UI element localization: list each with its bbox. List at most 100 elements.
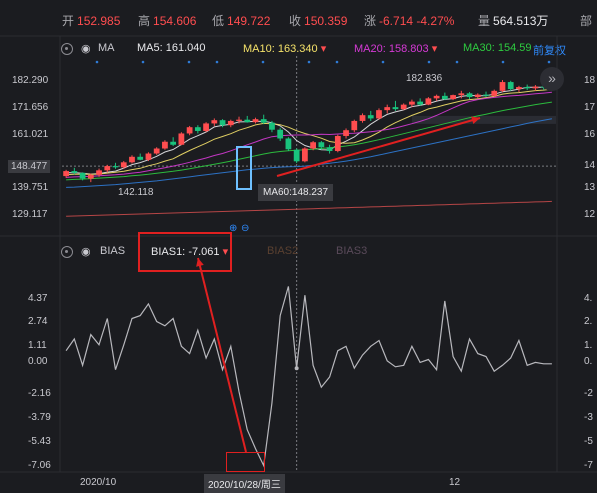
- ma5-legend: MA5: 161.040: [137, 42, 206, 54]
- event-marker: [141, 60, 145, 64]
- open-value: 152.985: [77, 14, 121, 28]
- low-value: 149.722: [227, 14, 271, 28]
- candle-body: [285, 138, 292, 150]
- right-axis-tick-label: -3: [584, 411, 593, 423]
- candle-body: [145, 153, 152, 160]
- zoom-in-icon[interactable]: ⊕: [229, 223, 238, 234]
- candle-body: [458, 93, 465, 96]
- candle-body: [219, 120, 226, 126]
- volume-profile-band: [411, 115, 556, 124]
- candle-body: [178, 133, 185, 145]
- axis-tick-label: -7.06: [28, 459, 51, 471]
- right-axis-tick-label: -7: [584, 459, 593, 471]
- ma10-value: 163.340: [277, 43, 318, 55]
- event-marker: [261, 60, 265, 64]
- adjust-mode-button[interactable]: 前复权: [533, 45, 566, 57]
- volume-quote: 量 564.513万: [478, 12, 548, 29]
- ma10-down-icon: ▾: [320, 43, 327, 55]
- more-tab[interactable]: 部: [580, 12, 595, 29]
- candle-body: [466, 93, 473, 98]
- candle-body: [302, 148, 308, 162]
- bias-settings-gear-icon[interactable]: [61, 246, 73, 258]
- ma5-label: MA5:: [137, 42, 163, 54]
- candle-body: [326, 147, 333, 152]
- ma-indicator-title[interactable]: MA: [98, 42, 115, 54]
- ma-eye-icon[interactable]: ◉: [81, 43, 91, 55]
- open-label: 开: [62, 14, 75, 28]
- ma20-legend: MA20: 158.803 ▾: [354, 42, 437, 55]
- bias-panel: [0, 286, 597, 473]
- candle-body: [277, 129, 284, 139]
- axis-tick-label: 129.117: [12, 208, 48, 220]
- price-panel: [0, 35, 597, 472]
- volume-value: 564.513万: [493, 14, 549, 28]
- high-marker-label: 182.836: [406, 73, 443, 84]
- zoom-out-icon[interactable]: ⊖: [241, 223, 250, 234]
- annotation-layer: [196, 116, 481, 453]
- event-marker: [501, 60, 505, 64]
- ma20-value: 158.803: [388, 43, 429, 55]
- candle-body: [491, 90, 498, 96]
- bias3-legend: BIAS3: [336, 245, 368, 257]
- candle-body: [211, 120, 218, 124]
- candle-body: [137, 156, 144, 160]
- candle-body: [359, 115, 366, 121]
- high-quote: 高 154.606: [138, 12, 196, 29]
- volume-label: 量: [478, 14, 491, 28]
- candle-body: [433, 95, 440, 99]
- ma30-label: MA30:: [463, 42, 495, 54]
- axis-tick-label: 1.11: [28, 340, 47, 352]
- right-axis-tick-label: 4.: [584, 292, 593, 304]
- ma30-value: 154.59: [497, 42, 532, 54]
- candle-body: [310, 142, 316, 149]
- event-marker: [187, 60, 191, 64]
- bias-arrow-head: [196, 258, 204, 267]
- event-marker: [95, 60, 99, 64]
- right-axis-tick-label: 14: [584, 160, 596, 172]
- candle-body: [104, 166, 111, 171]
- bias-indicator-title[interactable]: BIAS: [100, 245, 126, 257]
- bias-low-highlight-box: [226, 452, 265, 472]
- candle-body: [252, 119, 259, 123]
- right-axis-tick-label: 1.: [584, 340, 593, 352]
- candle-body: [450, 95, 456, 100]
- axis-tick-label: -3.79: [28, 411, 51, 423]
- bias-eye-icon[interactable]: ◉: [81, 246, 91, 258]
- candle-body: [194, 127, 201, 131]
- candle-body: [483, 94, 489, 96]
- change-quote: 涨 -6.714 -4.27%: [364, 12, 454, 29]
- candle-body: [425, 98, 432, 105]
- high-label: 高: [138, 14, 151, 28]
- candle-body: [532, 86, 539, 89]
- expand-chart-button[interactable]: »: [540, 67, 564, 91]
- candle-body: [162, 141, 168, 149]
- axis-tick-label: 0.00: [28, 356, 48, 368]
- bias1-legend: BIAS1: -7.061 ▾: [151, 245, 228, 258]
- bias1-down-icon: ▾: [222, 246, 229, 258]
- change-pct: -4.27%: [416, 14, 455, 28]
- candle-body: [351, 120, 358, 131]
- open-quote: 开 152.985: [62, 12, 120, 29]
- low-marker-label: 142.118: [118, 187, 154, 198]
- candle-body: [71, 171, 78, 173]
- candle-body: [129, 156, 135, 163]
- right-axis-tick-label: 0.: [584, 356, 593, 368]
- event-marker: [215, 60, 219, 64]
- series-line-ma20: [66, 91, 552, 178]
- candle-body: [384, 107, 391, 111]
- ma-settings-gear-icon[interactable]: [61, 43, 73, 55]
- candle-body: [343, 130, 349, 136]
- candle-body: [507, 82, 514, 90]
- right-axis-tick-label: 12: [584, 208, 596, 220]
- close-label: 收: [289, 14, 302, 28]
- candle-body: [417, 101, 424, 105]
- change-value: -6.714: [379, 14, 414, 28]
- trend-arrow-shaft: [276, 117, 481, 177]
- candle-body: [87, 174, 94, 179]
- candle-body: [516, 87, 522, 90]
- candle-body: [392, 107, 399, 110]
- quote-bar: 开 152.985 高 154.606 低 149.722 收 150.359 涨 -6.…: [0, 0, 597, 36]
- candle-body: [441, 95, 448, 100]
